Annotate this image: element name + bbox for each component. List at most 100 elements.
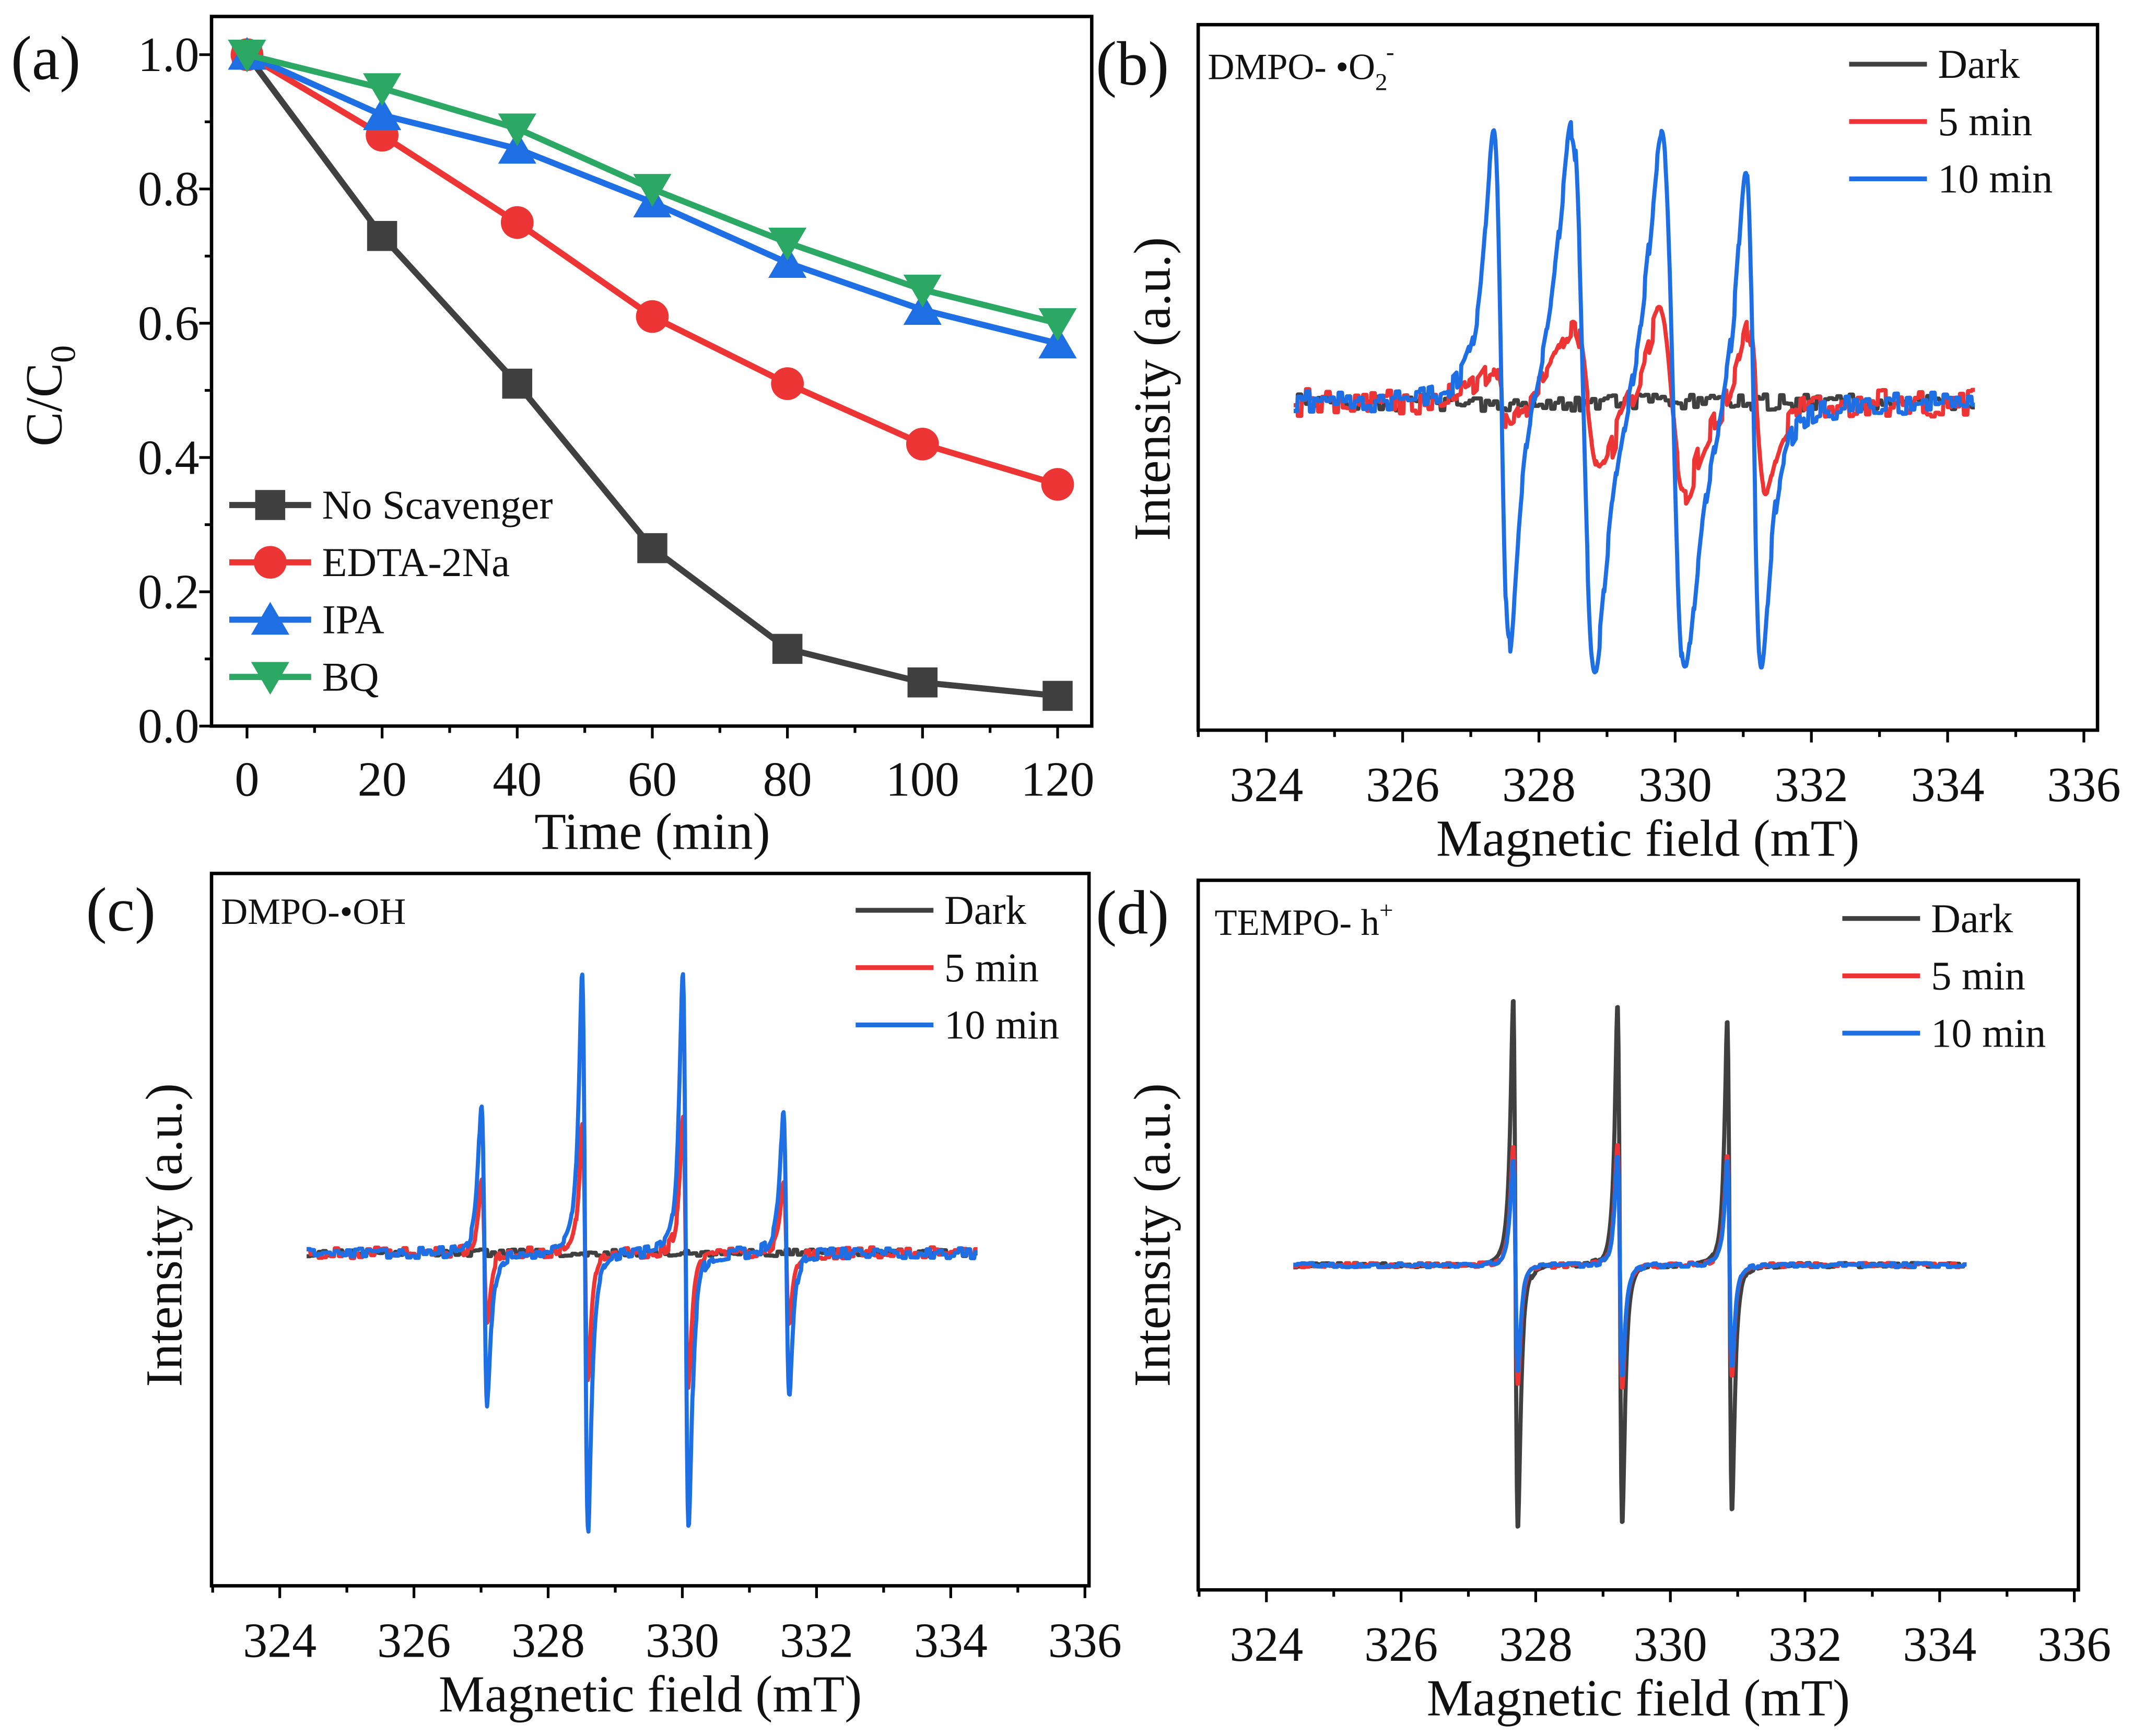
legend-label: 10 min: [944, 1002, 1059, 1048]
x-tick-label: 336: [1048, 1613, 1122, 1668]
legend-marker: [251, 602, 289, 635]
legend-item: IPA: [229, 597, 384, 642]
panel-label: (d): [1096, 877, 1169, 947]
legend-item: Dark: [1842, 896, 2013, 941]
x-tick-label: 332: [1775, 758, 1848, 812]
x-tick-label: 336: [2047, 758, 2120, 812]
x-tick-label: 328: [511, 1613, 585, 1668]
x-tick-label: 334: [1911, 758, 1985, 812]
x-tick-label: 326: [377, 1613, 451, 1668]
data-point: [768, 227, 807, 261]
legend-item: 5 min: [855, 945, 1039, 990]
series-10-min: [1292, 120, 1976, 675]
ylabel-sub: 0: [43, 345, 83, 363]
y-axis-title: Intensity (a.u.): [136, 1083, 193, 1387]
x-tick-label: 324: [1229, 758, 1303, 812]
x-tick-label: 330: [1634, 1617, 1707, 1672]
annotation: DMPO-•OH: [221, 892, 406, 932]
x-axis-title: Magnetic field (mT): [1436, 810, 1860, 867]
data-point: [771, 367, 804, 400]
legend-item: EDTA-2Na: [229, 539, 510, 585]
data-point: [1041, 468, 1074, 501]
legend-label: 10 min: [1931, 1010, 2046, 1055]
data-point: [228, 39, 266, 73]
plot-frame: [209, 872, 1091, 1588]
legend-item: 5 min: [1849, 99, 2032, 144]
x-axis-title: Time (min): [534, 803, 770, 860]
x-tick-label: 60: [628, 753, 677, 807]
legend-label: Dark: [944, 887, 1026, 933]
panel-c: (c) 324 326 328 330 332 334 336 Magnetic field (…: [86, 872, 1122, 1723]
annotation-sub: 2: [1375, 69, 1388, 96]
y-axis-title: C/C0: [16, 345, 83, 447]
x-tick-label: 0: [235, 753, 259, 807]
legend-marker: [255, 490, 286, 520]
annotation-main: DMPO-•OH: [221, 892, 406, 932]
panel-b: (b) 324 326 328 330 332 334 336 Magnetic field (…: [1096, 22, 2120, 867]
data-point: [1038, 325, 1077, 359]
x-tick-label: 334: [914, 1613, 988, 1668]
x-tick-label: 326: [1364, 1617, 1438, 1672]
x-tick-label: 120: [1021, 753, 1094, 807]
data-point: [772, 634, 803, 664]
y-tick-label: 0.6: [138, 296, 200, 350]
data-point: [498, 113, 536, 147]
annotation-sup: +: [1379, 897, 1393, 924]
legend-label: 5 min: [1931, 953, 2025, 999]
x-tick-label: 330: [646, 1613, 719, 1668]
y-tick-label: 0.8: [138, 162, 200, 216]
y-tick-label: 0.4: [138, 430, 200, 485]
x-tick-label: 324: [243, 1613, 317, 1668]
legend-label: 5 min: [1938, 99, 2032, 144]
data-point: [363, 97, 402, 131]
ylabel-main: C/C: [16, 363, 73, 447]
y-tick-label: 0.0: [138, 699, 200, 754]
x-tick-label: 330: [1638, 758, 1712, 812]
legend-item: Dark: [1849, 41, 2020, 87]
legend-item: 5 min: [1842, 953, 2025, 999]
legend-label: Dark: [1938, 41, 2020, 87]
panel-label: (c): [86, 875, 156, 944]
annotation-main: TEMPO- h: [1215, 902, 1379, 943]
annotation: DMPO- •O2 -: [1208, 39, 1394, 96]
panel-label: (b): [1096, 29, 1169, 98]
legend-label: No Scavenger: [322, 482, 553, 527]
data-point: [637, 533, 667, 564]
panel-d: (d) 324 326 328 330 332 334 336 Magnetic field (…: [1096, 877, 2111, 1727]
data-point: [367, 221, 397, 251]
legend-label: Dark: [1931, 896, 2013, 941]
data-point: [907, 667, 938, 698]
data-point: [363, 73, 402, 106]
x-tick-label: 20: [358, 753, 407, 807]
y-tick-label: 0.2: [138, 565, 200, 619]
data-point: [498, 131, 536, 164]
panel-a: (a) 0 20 40 60 80 100 120 0.0 0.2 0.4 0.6 0.8 1.0 Time…: [11, 15, 1095, 860]
x-tick-label: 324: [1229, 1617, 1303, 1672]
plot-frame: [1196, 22, 2100, 732]
data-point: [1038, 308, 1077, 341]
series-edta-2na: [230, 38, 1074, 501]
legend-item: 10 min: [855, 1002, 1059, 1048]
series-bq: [228, 39, 1077, 341]
annotation-main: DMPO- •O: [1208, 47, 1375, 88]
series-10-min: [305, 972, 979, 1534]
legend-label: EDTA-2Na: [322, 539, 510, 585]
series-line: [245, 52, 1059, 488]
x-tick-label: 40: [493, 753, 542, 807]
x-tick-label: 326: [1366, 758, 1439, 812]
legend-item: 10 min: [1849, 156, 2053, 202]
annotation-sup: -: [1386, 39, 1394, 66]
legend-label: IPA: [322, 597, 384, 642]
x-tick-label: 328: [1499, 1617, 1573, 1672]
plot-frame: [1196, 878, 2080, 1592]
legend-item: BQ: [229, 654, 379, 699]
x-tick-label: 336: [2037, 1617, 2111, 1672]
series-line: [1292, 1155, 1968, 1377]
x-tick-label: 80: [763, 753, 812, 807]
data-point: [1042, 681, 1073, 711]
data-point: [633, 174, 672, 207]
legend-label: 5 min: [944, 945, 1039, 990]
legend-item: No Scavenger: [229, 482, 553, 527]
data-point: [500, 206, 534, 239]
